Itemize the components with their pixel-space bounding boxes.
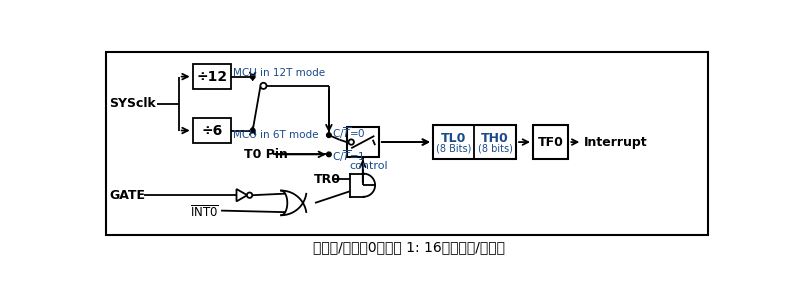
Text: T0 Pin: T0 Pin: [244, 148, 288, 161]
Circle shape: [251, 74, 255, 79]
Text: MCU in 6T mode: MCU in 6T mode: [233, 130, 319, 140]
Text: SYSclk: SYSclk: [109, 97, 156, 110]
Bar: [346, 127, 379, 157]
Bar: [433, 125, 516, 159]
Text: Interrupt: Interrupt: [584, 135, 647, 149]
Circle shape: [349, 139, 354, 145]
Text: C/$\overline{T}$=1: C/$\overline{T}$=1: [332, 148, 365, 164]
Circle shape: [247, 192, 252, 198]
Circle shape: [251, 128, 255, 133]
Text: (8 bits): (8 bits): [478, 143, 512, 153]
Bar: [192, 118, 231, 143]
Circle shape: [326, 152, 331, 157]
Text: GATE: GATE: [109, 189, 145, 202]
Text: (8 Bits): (8 Bits): [436, 143, 472, 153]
Text: TF0: TF0: [538, 135, 563, 149]
Text: 定时器/计数器0的模式 1: 16位定时器/计数器: 定时器/计数器0的模式 1: 16位定时器/计数器: [313, 240, 505, 254]
Text: ÷12: ÷12: [196, 69, 227, 84]
Polygon shape: [236, 189, 247, 201]
Text: ÷6: ÷6: [201, 124, 223, 138]
Text: $\overline{\rm INT0}$: $\overline{\rm INT0}$: [190, 204, 219, 220]
Circle shape: [326, 133, 331, 138]
Text: MCU in 12T mode: MCU in 12T mode: [233, 68, 326, 78]
Text: TR0: TR0: [314, 173, 341, 185]
Text: C/$\overline{T}$=0: C/$\overline{T}$=0: [332, 126, 365, 141]
Text: TL0: TL0: [441, 131, 466, 145]
Bar: [192, 64, 231, 89]
Bar: [533, 125, 568, 159]
Bar: [105, 52, 708, 235]
Circle shape: [260, 83, 267, 89]
Text: TH0: TH0: [481, 131, 509, 145]
Text: control: control: [350, 161, 389, 171]
